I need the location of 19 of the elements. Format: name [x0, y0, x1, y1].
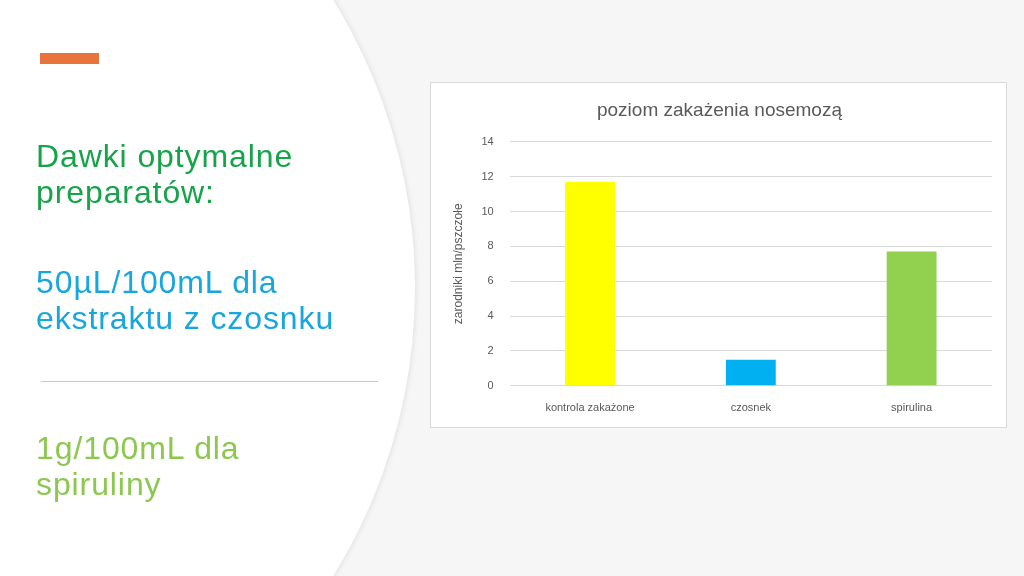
text: Dawki optymalne preparatów:	[36, 138, 295, 210]
y-tick-label: 12	[481, 169, 494, 182]
x-tick-label: spirulina	[891, 401, 933, 414]
y-tick-label: 8	[487, 239, 494, 252]
bar	[565, 181, 615, 386]
y-tick-label: 2	[487, 343, 494, 356]
chart-title: poziom zakażenia nosemozą	[596, 98, 843, 120]
text: 50µL/100mL dla ekstraktu z czosnku	[36, 264, 336, 336]
bar	[725, 359, 776, 386]
y-tick-label: 0	[487, 378, 494, 391]
y-tick-label: 6	[487, 274, 494, 287]
x-tick-label: czosnek	[730, 401, 772, 414]
y-axis-title: zarodniki mln/pszczołe	[450, 203, 465, 325]
bar	[886, 251, 937, 386]
text: 1g/100mL dla spiruliny	[36, 430, 241, 502]
y-tick-label: 14	[481, 134, 494, 147]
y-tick-label: 10	[481, 204, 494, 217]
y-tick-label: 4	[487, 309, 494, 322]
x-tick-label: kontrola zakażone	[545, 401, 635, 414]
